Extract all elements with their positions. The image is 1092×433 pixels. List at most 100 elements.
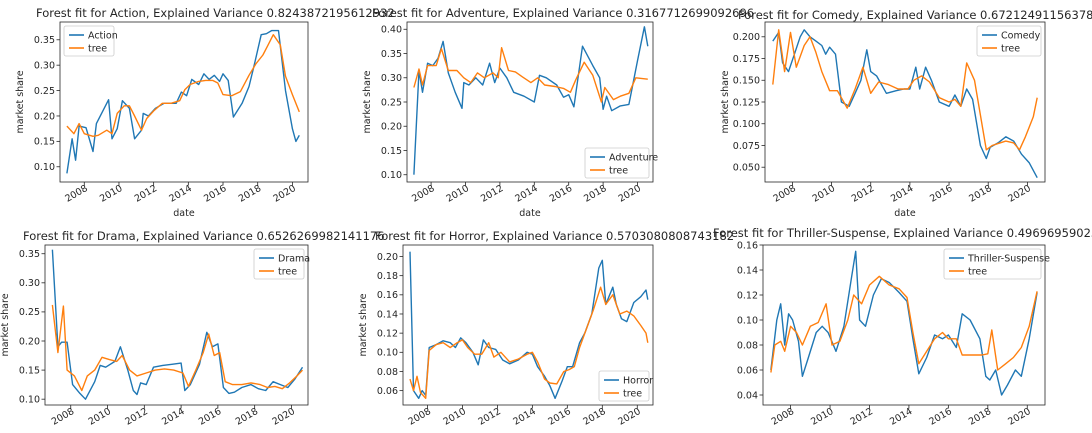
x-tick-label: 2018 — [237, 183, 263, 205]
legend: Thriller-Suspense tree — [943, 248, 1050, 280]
tree-series-line — [770, 275, 1038, 373]
x-tick-label: 2010 — [445, 183, 471, 205]
x-tick-label: 2010 — [809, 406, 835, 428]
x-axis-label: date — [519, 208, 541, 219]
chart-panel: Forest fit for Horror, Explained Varianc… — [358, 229, 734, 428]
y-tick-label: 0.10 — [19, 394, 40, 405]
y-tick-label: 0.15 — [19, 365, 40, 376]
x-tick-label: 2016 — [928, 183, 954, 205]
x-tick-label: 2020 — [1006, 183, 1032, 205]
x-tick-label: 2010 — [98, 183, 124, 205]
chart-panel: Forest fit for Adventure, Explained Vari… — [362, 6, 754, 219]
y-tick-label: 0.35 — [34, 35, 55, 46]
y-tick-label: 0.35 — [19, 249, 40, 260]
x-tick-label: 2010 — [811, 183, 837, 205]
legend-label: Comedy — [1001, 30, 1041, 41]
y-tick-label: 0.14 — [737, 265, 758, 276]
x-tick-label: 2012 — [479, 183, 505, 205]
x-tick-label: 2016 — [202, 183, 228, 205]
legend-box — [943, 248, 1042, 280]
legend: Comedy tree — [976, 25, 1042, 57]
actual-series-line — [409, 251, 649, 399]
y-tick-label: 0.050 — [733, 163, 760, 174]
x-tick-label: 2010 — [441, 406, 467, 428]
actual-series-line — [66, 29, 300, 174]
y-tick-label: 0.150 — [733, 76, 760, 87]
y-tick-label: 0.125 — [733, 97, 760, 108]
y-tick-label: 0.15 — [381, 146, 402, 157]
chart-title: Forest fit for Adventure, Explained Vari… — [372, 6, 754, 20]
chart-title: Forest fit for Horror, Explained Varianc… — [375, 229, 734, 243]
y-tick-label: 0.20 — [377, 252, 398, 263]
y-tick-label: 0.200 — [733, 32, 760, 43]
tree-series-line — [51, 304, 304, 392]
plot-frame — [59, 21, 309, 183]
actual-series-line — [51, 249, 304, 400]
y-tick-label: 0.20 — [19, 336, 40, 347]
x-tick-label: 2014 — [511, 406, 537, 428]
legend-label: Drama — [278, 253, 310, 264]
x-tick-label: 2014 — [167, 183, 193, 205]
x-tick-label: 2018 — [967, 183, 993, 205]
y-axis-label: market share — [362, 70, 373, 133]
y-tick-label: 0.18 — [377, 271, 398, 282]
y-tick-label: 0.12 — [737, 290, 758, 301]
x-tick-label: 2018 — [234, 406, 260, 428]
legend-label: tree — [1001, 43, 1020, 54]
x-axis-label: date — [173, 208, 195, 219]
x-tick-label: 2012 — [123, 406, 149, 428]
y-tick-label: 0.10 — [381, 170, 402, 181]
tree-series-line — [413, 47, 648, 103]
x-tick-label: 2018 — [581, 406, 607, 428]
actual-series-line — [413, 26, 649, 175]
y-tick-label: 0.08 — [377, 367, 398, 378]
y-tick-label: 0.16 — [377, 290, 398, 301]
x-tick-label: 2008 — [771, 183, 797, 205]
plot-frame — [402, 244, 654, 406]
legend-label: tree — [88, 43, 107, 54]
x-tick-label: 2016 — [197, 406, 223, 428]
y-axis-label: market share — [358, 293, 369, 356]
tree-series-line — [409, 286, 649, 399]
legend-label: Thriller-Suspense — [967, 253, 1050, 264]
legend-label: Horror — [623, 375, 653, 386]
x-tick-label: 2012 — [133, 183, 159, 205]
y-tick-label: 0.40 — [381, 25, 402, 36]
y-tick-label: 0.20 — [381, 122, 402, 133]
y-tick-label: 0.30 — [381, 73, 402, 84]
x-axis-label: date — [894, 208, 916, 219]
x-tick-label: 2008 — [410, 183, 436, 205]
y-tick-label: 0.10 — [377, 348, 398, 359]
y-tick-label: 0.25 — [34, 86, 55, 97]
legend-label: tree — [968, 266, 987, 277]
x-tick-label: 2016 — [546, 406, 572, 428]
x-tick-label: 2020 — [271, 183, 297, 205]
x-tick-label: 2008 — [770, 406, 796, 428]
legend: Drama tree — [253, 248, 310, 280]
y-tick-label: 0.04 — [737, 390, 758, 401]
y-tick-label: 0.15 — [34, 137, 55, 148]
y-tick-label: 0.35 — [381, 49, 402, 60]
chart-title: Forest fit for Action, Explained Varianc… — [36, 6, 395, 20]
y-tick-label: 0.30 — [19, 278, 40, 289]
chart-panel: Forest fit for Drama, Explained Variance… — [0, 229, 385, 428]
y-tick-label: 0.12 — [377, 328, 398, 339]
plot-frame — [44, 244, 309, 406]
chart-title: Forest fit for Comedy, Explained Varianc… — [738, 8, 1092, 22]
x-tick-label: 2014 — [889, 183, 915, 205]
legend: Adventure tree — [584, 147, 658, 179]
x-tick-label: 2016 — [548, 183, 574, 205]
y-tick-label: 0.175 — [733, 54, 760, 65]
x-tick-label: 2018 — [582, 183, 608, 205]
y-tick-label: 0.20 — [34, 111, 55, 122]
y-axis-label: market share — [0, 293, 11, 356]
x-tick-label: 2012 — [476, 406, 502, 428]
legend-label: tree — [609, 165, 628, 176]
y-tick-label: 0.10 — [34, 162, 55, 173]
legend: Horror tree — [598, 370, 653, 402]
x-tick-label: 2010 — [87, 406, 113, 428]
legend-label: tree — [278, 266, 297, 277]
x-tick-label: 2020 — [271, 406, 297, 428]
chart-panel: Forest fit for Thriller-Suspense, Explai… — [713, 226, 1092, 428]
y-tick-label: 0.16 — [737, 240, 758, 251]
